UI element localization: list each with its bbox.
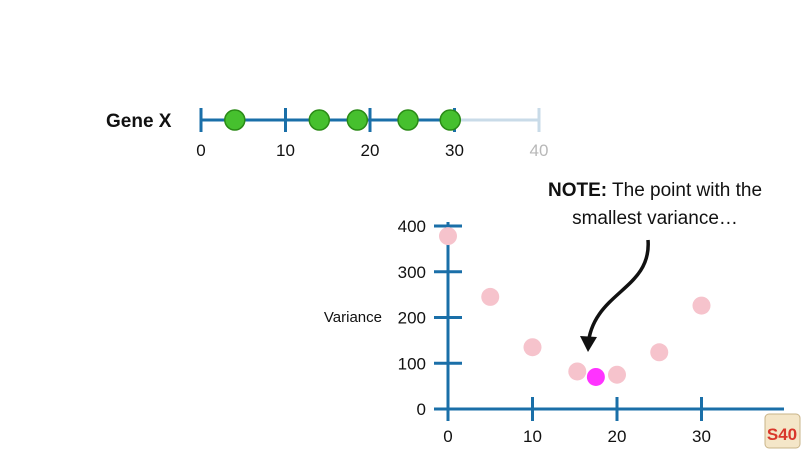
note-arrow-head xyxy=(580,336,597,352)
x-axis-tick-label: 20 xyxy=(608,427,627,446)
variance-point xyxy=(523,338,542,357)
y-axis-tick-label: 100 xyxy=(398,354,426,373)
y-axis-tick-label: 300 xyxy=(398,263,426,282)
gene-x-point xyxy=(224,109,246,131)
gene-x-point xyxy=(439,109,462,131)
variance-point xyxy=(481,287,500,306)
note-bold: NOTE: xyxy=(548,180,607,201)
gene-x-point xyxy=(308,109,331,131)
variance-point xyxy=(568,362,587,381)
gene-axis-tick-label: 10 xyxy=(276,141,295,160)
note-line-1: NOTE: The point with the xyxy=(548,180,762,201)
y-axis-label: Variance xyxy=(324,309,382,326)
note-line-1-text: The point with the xyxy=(607,180,762,201)
note-line-2: smallest variance… xyxy=(572,208,738,229)
variance-point xyxy=(650,343,669,362)
gene-x-label: Gene X xyxy=(106,111,172,132)
x-axis-tick-label: 0 xyxy=(443,427,452,446)
logo-text: S40 xyxy=(767,425,797,444)
gene-axis-tick-label: 30 xyxy=(445,141,464,160)
gene-x-number-line: Gene X 0 10 20 30 40 xyxy=(106,108,548,160)
x-axis-tick-label: 30 xyxy=(692,427,711,446)
variance-scatter-plot: Variance 0 100 200 300 400 0 10 20 30 xyxy=(324,217,784,446)
y-axis-tick-label: 200 xyxy=(398,309,426,328)
variance-point xyxy=(608,365,626,384)
smallest-variance-point xyxy=(586,367,605,386)
logo-background xyxy=(764,413,801,449)
note-annotation: NOTE: The point with the smallest varian… xyxy=(548,180,762,352)
x-axis-tick-label: 10 xyxy=(523,427,542,446)
note-arrow-shaft xyxy=(586,239,650,347)
gene-x-point xyxy=(346,109,369,131)
logo-badge: S40 xyxy=(764,413,801,449)
y-axis-tick-label: 400 xyxy=(398,217,426,236)
variance-point xyxy=(692,296,711,315)
gene-axis-tick-label: 40 xyxy=(530,141,549,160)
gene-x-point xyxy=(397,109,419,131)
y-axis-tick-label: 0 xyxy=(417,400,426,419)
gene-axis-tick-label: 20 xyxy=(361,141,380,160)
gene-axis-tick-label: 0 xyxy=(196,141,205,160)
variance-point xyxy=(439,227,457,246)
